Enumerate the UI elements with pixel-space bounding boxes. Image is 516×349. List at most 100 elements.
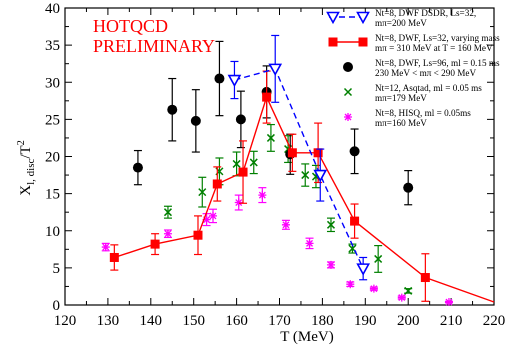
legend-label: Nt=12, Asqtad, ml = 0.05 ms	[375, 83, 482, 93]
data-point	[209, 211, 218, 220]
series-asterisk	[101, 187, 453, 307]
data-point	[268, 63, 283, 77]
series-triangle-down	[227, 34, 371, 281]
data-point	[163, 208, 172, 217]
data-point	[150, 239, 160, 249]
y-axis-label: Xl, disc/T2	[16, 140, 37, 195]
y-tick-label: 30	[45, 75, 60, 91]
data-point	[305, 239, 314, 248]
data-point	[350, 216, 360, 226]
data-point	[232, 159, 241, 168]
data-point	[281, 220, 290, 229]
data-point	[190, 115, 201, 126]
data-point	[374, 254, 383, 263]
data-point	[313, 169, 328, 183]
legend-entry: Nt=8, DWF DSDR, Ls=32,mπ=200 MeV	[326, 8, 476, 28]
legend-marker	[356, 11, 370, 25]
series-circle	[132, 40, 414, 206]
x-tick-label: 200	[397, 313, 420, 329]
x-tick-label: 220	[483, 313, 506, 329]
legend-label: Nt=8, DWF, Ls=32, varying mass	[375, 33, 500, 43]
legend-label: mπ=200 MeV	[375, 18, 427, 28]
y-axis-label-main: X	[18, 185, 34, 196]
data-point	[202, 215, 211, 224]
y-tick-label: 10	[45, 224, 60, 240]
plot-area: 120 130 140 150 160 170 180 190 200 210 220 0 5 10 15 2…	[45, 1, 505, 329]
data-point	[369, 284, 378, 293]
y-axis-label-sub: l, disc	[25, 158, 37, 184]
y-axis-label-exp: 2	[16, 140, 27, 145]
data-point	[397, 293, 406, 302]
data-point	[214, 73, 225, 84]
legend-label: Nt=8, DWF DSDR, Ls=32,	[375, 8, 476, 18]
x-tick-label: 140	[140, 313, 163, 329]
data-point	[258, 191, 267, 200]
x-tick-label: 170	[268, 313, 291, 329]
data-point	[163, 229, 172, 238]
legend-label: 230 MeV < mπ < 290 MeV	[375, 68, 476, 78]
annotation-line-2: PRELIMINARY	[93, 36, 215, 56]
data-point	[109, 252, 119, 262]
data-point	[101, 243, 110, 252]
data-point	[249, 158, 258, 167]
data-point	[234, 198, 243, 207]
data-point	[404, 286, 413, 295]
legend-label: Nt=8, HISQ, ml = 0.05ms	[375, 108, 471, 118]
data-point	[193, 230, 203, 240]
data-point	[227, 74, 242, 88]
data-point	[346, 280, 355, 289]
data-point	[403, 182, 414, 193]
legend-label: Nt=8, DWF, Ls=96, ml = 0.15 ms	[375, 58, 500, 68]
y-tick-label: 20	[45, 150, 60, 166]
y-axis-label-den: /T	[18, 145, 34, 158]
y-tick-label: 25	[45, 112, 60, 128]
x-tick-label: 130	[97, 313, 120, 329]
x-tick-label: 190	[354, 313, 377, 329]
y-tick-label: 40	[45, 1, 60, 17]
x-tick-label: 150	[182, 313, 205, 329]
axis-labels: Xl, disc/T2 T (MeV)	[16, 140, 334, 345]
legend-marker	[344, 113, 352, 121]
data-point	[301, 171, 310, 180]
data-point	[444, 298, 453, 307]
y-tick-label: 15	[45, 187, 60, 203]
data-point	[262, 92, 272, 102]
data-point	[349, 146, 360, 157]
legend-marker	[326, 11, 340, 25]
data-point	[132, 162, 143, 173]
x-tick-label: 120	[54, 313, 77, 329]
y-tick-label: 35	[45, 38, 60, 54]
data-point	[235, 114, 246, 125]
data-point	[313, 148, 323, 158]
x-tick-label: 180	[311, 313, 334, 329]
data-point	[326, 220, 336, 229]
legend-label: mπ=160 MeV	[375, 118, 427, 128]
x-tick-label: 160	[225, 313, 248, 329]
data-point	[198, 188, 207, 197]
data-point	[212, 179, 222, 189]
data-point	[266, 133, 275, 142]
legend-marker	[343, 87, 353, 97]
legend-marker	[328, 37, 338, 47]
x-axis-label: T (MeV)	[280, 329, 333, 345]
data-point	[420, 273, 430, 283]
legend-label: mπ = 310 MeV at T = 160 MeV	[375, 43, 493, 53]
x-tick-label: 210	[440, 313, 463, 329]
data-point	[238, 167, 248, 177]
data-point	[356, 263, 371, 276]
y-tick-label: 5	[53, 261, 61, 277]
data-point	[167, 104, 178, 115]
legend-marker	[343, 62, 353, 72]
legend-marker	[358, 37, 368, 47]
hotqcd-preliminary-annotation: HOTQCD PRELIMINARY	[93, 16, 215, 56]
y-tick-label: 0	[53, 298, 61, 314]
annotation-line-1: HOTQCD	[93, 16, 168, 36]
series-line	[234, 68, 364, 269]
legend-label: mπ=179 MeV	[375, 93, 427, 103]
